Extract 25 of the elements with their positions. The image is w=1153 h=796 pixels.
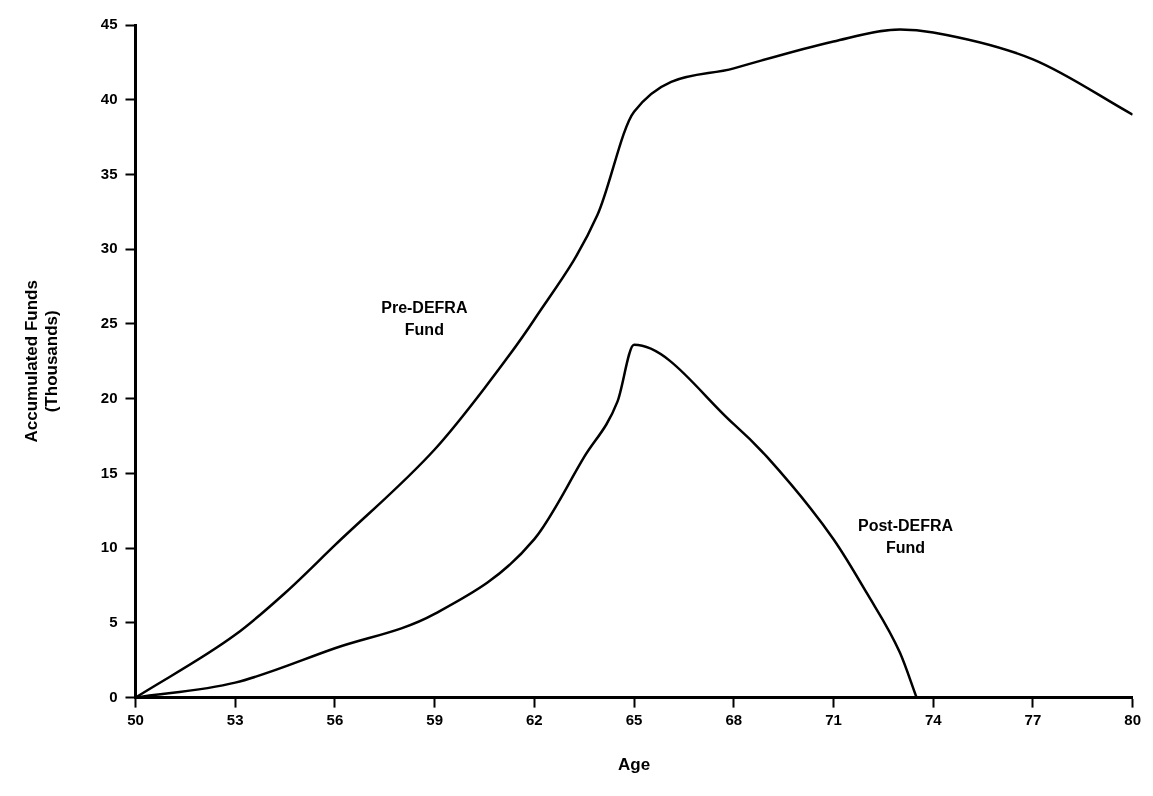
x-tick-label: 68 — [725, 710, 743, 728]
y-tick-label: 40 — [100, 89, 118, 107]
x-tick-label: 53 — [226, 710, 244, 728]
y-axis-title: Accumulated Funds (Thousands) — [21, 280, 62, 443]
x-tick-label: 77 — [1024, 710, 1042, 728]
x-tick-label: 74 — [924, 710, 943, 728]
y-tick-label: 5 — [109, 613, 118, 631]
x-tick-label: 62 — [526, 710, 543, 728]
y-tick-label: 25 — [100, 314, 118, 332]
x-tick-label: 65 — [625, 710, 643, 728]
y-tick-label: 0 — [109, 687, 118, 705]
y-tick-label: 35 — [100, 164, 118, 182]
y-tick-label: 45 — [100, 15, 118, 33]
x-tick-label: 56 — [326, 710, 344, 728]
y-tick-label: 20 — [100, 388, 118, 406]
x-axis-title: Age — [618, 755, 651, 775]
series-label: Post-DEFRA Fund — [857, 516, 954, 556]
x-tick-label: 71 — [825, 710, 842, 728]
x-tick-label: 50 — [127, 710, 144, 728]
text: Pre-DEFRA Fund — [381, 298, 468, 338]
x-tick-label: 80 — [1124, 710, 1141, 728]
y-tick-label: 10 — [100, 538, 118, 556]
y-tick-label: 30 — [100, 239, 118, 257]
y-tick-label: 15 — [100, 463, 118, 481]
x-tick-label: 59 — [426, 710, 443, 728]
